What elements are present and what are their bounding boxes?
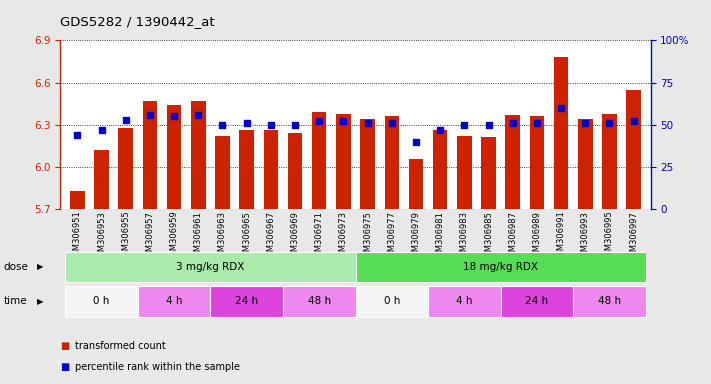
Bar: [428, 286, 501, 317]
Bar: [215, 136, 230, 209]
Text: 48 h: 48 h: [598, 296, 621, 306]
Bar: [506, 115, 520, 209]
Text: 0 h: 0 h: [384, 296, 400, 306]
Text: ■: ■: [60, 362, 70, 372]
Bar: [530, 116, 544, 209]
Text: 4 h: 4 h: [166, 296, 182, 306]
Bar: [356, 252, 646, 282]
Bar: [481, 137, 496, 209]
Text: 4 h: 4 h: [456, 296, 473, 306]
Text: transformed count: transformed count: [75, 341, 166, 351]
Text: ■: ■: [60, 341, 70, 351]
Text: 24 h: 24 h: [525, 296, 548, 306]
Text: 0 h: 0 h: [93, 296, 109, 306]
Bar: [167, 105, 181, 209]
Bar: [65, 252, 356, 282]
Bar: [288, 133, 302, 209]
Bar: [143, 101, 157, 209]
Bar: [578, 119, 592, 209]
Text: 3 mg/kg RDX: 3 mg/kg RDX: [176, 262, 245, 272]
Text: ▶: ▶: [37, 262, 43, 271]
Bar: [191, 101, 205, 209]
Bar: [95, 150, 109, 209]
Bar: [312, 112, 326, 209]
Bar: [119, 127, 133, 209]
Bar: [65, 286, 138, 317]
Bar: [626, 89, 641, 209]
Text: percentile rank within the sample: percentile rank within the sample: [75, 362, 240, 372]
Bar: [433, 131, 447, 209]
Text: ▶: ▶: [37, 297, 43, 306]
Text: 48 h: 48 h: [308, 296, 331, 306]
Text: time: time: [4, 296, 27, 306]
Bar: [554, 57, 568, 209]
Bar: [501, 286, 573, 317]
Bar: [70, 191, 85, 209]
Bar: [336, 114, 351, 209]
Text: GDS5282 / 1390442_at: GDS5282 / 1390442_at: [60, 15, 215, 28]
Bar: [264, 131, 278, 209]
Bar: [240, 131, 254, 209]
Text: 18 mg/kg RDX: 18 mg/kg RDX: [463, 262, 538, 272]
Text: dose: dose: [4, 262, 28, 272]
Bar: [356, 286, 428, 317]
Text: 24 h: 24 h: [235, 296, 258, 306]
Bar: [409, 159, 423, 209]
Bar: [138, 286, 210, 317]
Bar: [385, 116, 399, 209]
Bar: [210, 286, 283, 317]
Bar: [457, 136, 471, 209]
Bar: [283, 286, 356, 317]
Bar: [573, 286, 646, 317]
Bar: [360, 119, 375, 209]
Bar: [602, 114, 616, 209]
